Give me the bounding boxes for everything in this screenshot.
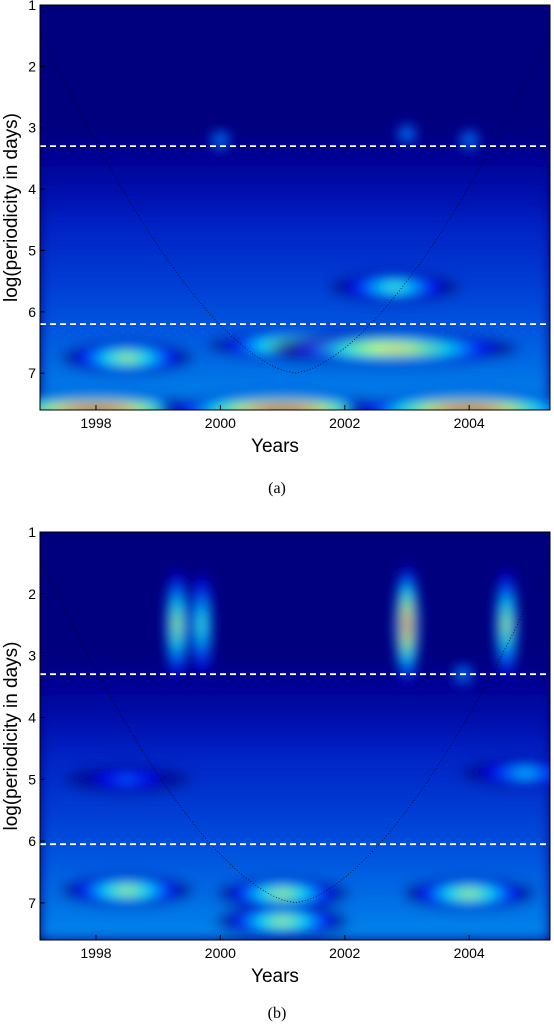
y-tick-label: 2 bbox=[28, 58, 36, 74]
heatmap-hotspot bbox=[57, 339, 198, 376]
wavelet-chart-a: 1 2 3 4 5 6 7 1998 2000 2002 2004 Years log(periodic… bbox=[1, 0, 551, 457]
heatmap-layer bbox=[40, 554, 550, 940]
x-tick-label: 2002 bbox=[329, 945, 360, 961]
heatmap-hotspot bbox=[455, 126, 484, 154]
y-tick-label: 5 bbox=[28, 242, 36, 258]
heatmap-hotspot bbox=[162, 554, 191, 695]
x-tick-label: 2004 bbox=[454, 945, 485, 961]
heatmap-hotspot bbox=[187, 554, 216, 695]
y-tick-label: 2 bbox=[28, 586, 36, 602]
heatmap-hotspot bbox=[399, 875, 540, 912]
plot-frame bbox=[39, 4, 551, 411]
y-tick-label: 4 bbox=[28, 709, 36, 725]
wavelet-panel-b: 1 2 3 4 5 6 7 1998 2000 2002 2004 Years log(periodic… bbox=[0, 527, 554, 1029]
x-tick-label: 1998 bbox=[80, 415, 111, 431]
plot-frame bbox=[39, 531, 551, 941]
y-tick-label: 6 bbox=[28, 304, 36, 320]
heatmap-hotspot bbox=[339, 392, 550, 410]
heatmap-hotspot bbox=[324, 269, 465, 306]
y-axis-label: log(periodicity in days) bbox=[1, 641, 22, 830]
x-tick-label: 2000 bbox=[205, 415, 236, 431]
heatmap-hotspot bbox=[492, 554, 521, 695]
x-tick-label: 2004 bbox=[454, 415, 485, 431]
heatmap-hotspot bbox=[455, 755, 550, 792]
x-axis-label: Years bbox=[251, 436, 299, 457]
x-axis-label: Years bbox=[251, 966, 299, 987]
y-tick-label: 4 bbox=[28, 181, 36, 197]
heatmap-hotspot bbox=[57, 761, 198, 798]
y-tick-label: 5 bbox=[28, 771, 36, 787]
heatmap-hotspot bbox=[206, 126, 235, 154]
heatmap-hotspot bbox=[392, 554, 421, 695]
heatmap-hotspot bbox=[212, 903, 353, 940]
y-tick-label: 3 bbox=[28, 120, 36, 136]
y-tick-label: 1 bbox=[28, 0, 36, 13]
heatmap-layer bbox=[40, 29, 550, 410]
y-tick-label: 7 bbox=[28, 895, 36, 911]
heatmap-hotspot bbox=[57, 872, 198, 909]
y-tick-label: 3 bbox=[28, 648, 36, 664]
y-axis-label: log(periodicity in days) bbox=[1, 113, 22, 302]
wavelet-panel-a: 1 2 3 4 5 6 7 1998 2000 2002 2004 Years log(periodic… bbox=[0, 0, 554, 505]
y-tick-label: 1 bbox=[28, 527, 36, 540]
caption-a: (a) bbox=[268, 480, 286, 497]
heatmap-hotspot bbox=[264, 330, 525, 367]
x-tick-label: 2000 bbox=[205, 945, 236, 961]
y-tick-label: 6 bbox=[28, 833, 36, 849]
wavelet-chart-b: 1 2 3 4 5 6 7 1998 2000 2002 2004 Years log(periodic… bbox=[1, 527, 551, 987]
x-tick-label: 1998 bbox=[80, 945, 111, 961]
heatmap-hotspot bbox=[212, 875, 353, 912]
y-tick-label: 7 bbox=[28, 365, 36, 381]
heatmap-hotspot bbox=[392, 119, 421, 148]
caption-b: (b) bbox=[267, 1005, 287, 1022]
x-tick-label: 2002 bbox=[329, 415, 360, 431]
